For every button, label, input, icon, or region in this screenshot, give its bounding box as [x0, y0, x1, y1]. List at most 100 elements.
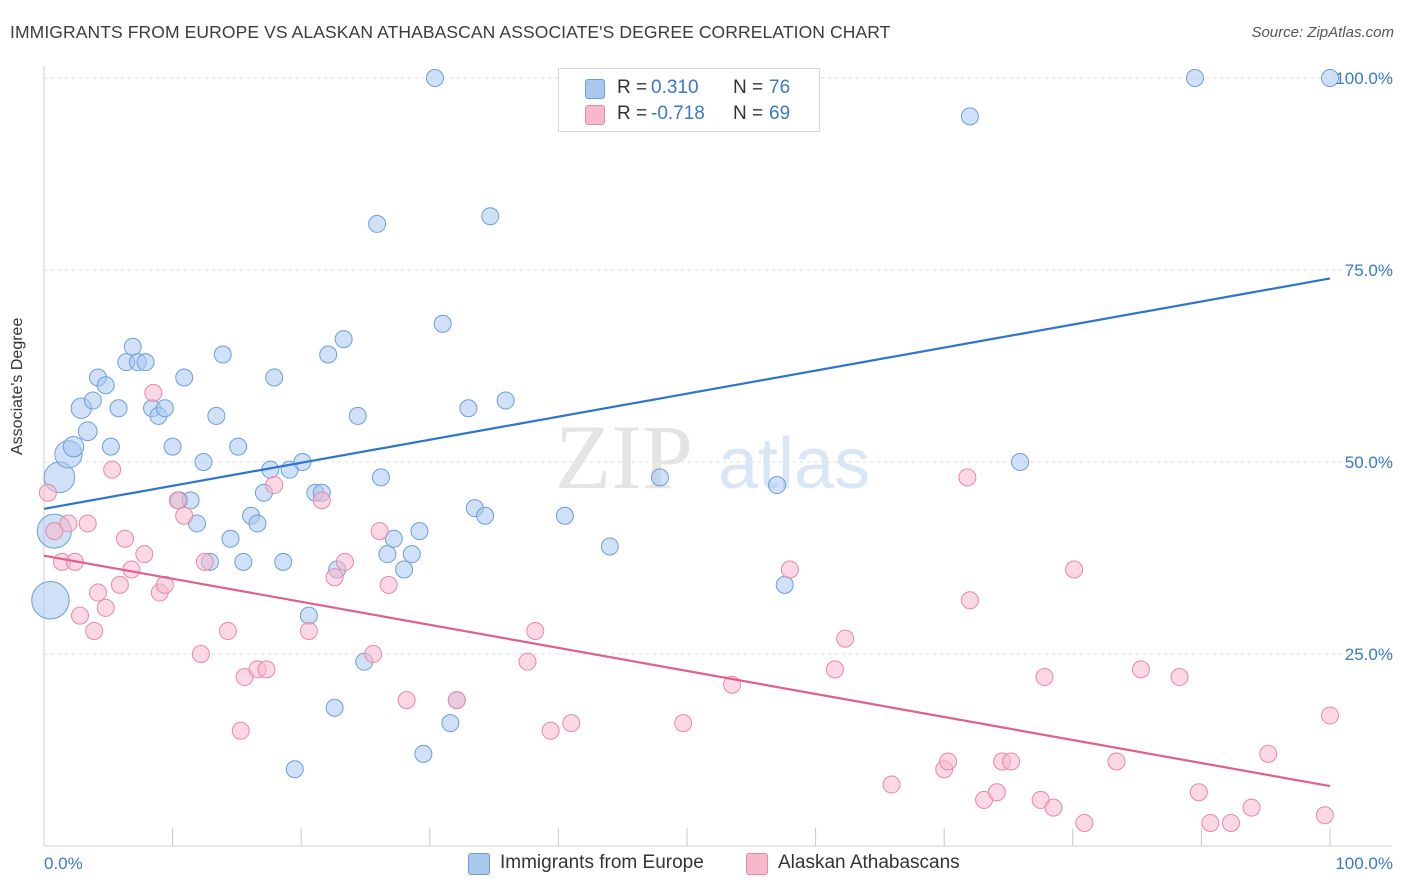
point-europe	[62, 435, 85, 458]
point-athabascan	[1315, 806, 1334, 825]
correlation-legend: R = 0.310 N = 76 R = -0.718 N = 69	[558, 68, 820, 132]
point-europe	[274, 552, 293, 571]
point-athabascan	[1075, 813, 1094, 832]
watermark: ZIP atlas	[555, 406, 870, 508]
point-europe	[348, 406, 367, 425]
point-athabascan	[116, 529, 135, 548]
legend-swatch-europe	[585, 79, 605, 99]
legend-r-value: 0.310	[651, 77, 699, 98]
y-tick-label: 50.0%	[1345, 453, 1393, 472]
point-europe	[77, 421, 98, 442]
point-athabascan	[562, 714, 581, 733]
point-athabascan	[1321, 706, 1339, 725]
trend-line-athabascan	[43, 554, 1331, 788]
point-europe	[334, 330, 353, 349]
point-athabascan	[939, 752, 958, 771]
point-europe	[96, 376, 115, 395]
point-europe	[265, 368, 284, 387]
point-athabascan	[836, 629, 855, 648]
point-athabascan	[38, 483, 57, 502]
series-swatch-europe	[468, 853, 490, 875]
point-europe	[402, 545, 421, 564]
legend-swatch-athabascan	[585, 105, 605, 125]
point-athabascan	[312, 491, 331, 510]
point-europe	[441, 714, 460, 733]
point-athabascan	[447, 691, 466, 710]
point-athabascan	[674, 714, 693, 733]
point-europe	[496, 391, 515, 410]
point-athabascan	[397, 691, 416, 710]
point-europe	[194, 453, 213, 471]
point-europe	[234, 552, 253, 571]
point-athabascan	[299, 621, 318, 640]
point-athabascan	[45, 522, 64, 541]
point-athabascan	[89, 583, 108, 602]
point-athabascan	[1170, 668, 1189, 687]
point-athabascan	[85, 621, 104, 640]
series-label-athabascan: Alaskan Athabascans	[778, 852, 960, 873]
point-europe	[207, 406, 226, 425]
point-athabascan	[1201, 813, 1220, 832]
point-europe	[960, 107, 979, 126]
chart-title: IMMIGRANTS FROM EUROPE VS ALASKAN ATHABA…	[10, 22, 891, 42]
point-europe	[371, 468, 390, 487]
point-europe	[155, 399, 174, 418]
point-athabascan	[168, 491, 187, 510]
point-athabascan	[1035, 668, 1054, 687]
data-points	[31, 69, 1339, 832]
legend-n-label: N =	[733, 103, 764, 124]
point-athabascan	[71, 606, 90, 625]
x-tick-label: 0.0%	[44, 854, 83, 873]
watermark-zip: ZIP	[555, 406, 693, 508]
series-label-europe: Immigrants from Europe	[500, 852, 704, 873]
point-europe	[101, 437, 120, 456]
legend-n-value: 69	[769, 103, 791, 124]
legend-n-label: N =	[733, 77, 764, 98]
point-europe	[123, 337, 142, 356]
trend-line-europe	[43, 277, 1331, 510]
point-europe	[433, 314, 452, 333]
point-europe	[248, 514, 267, 533]
point-europe	[476, 506, 495, 525]
point-athabascan	[370, 522, 389, 541]
point-athabascan	[218, 621, 237, 640]
point-europe	[109, 399, 128, 418]
point-athabascan	[231, 721, 250, 740]
source-credit: Source: ZipAtlas.com	[1251, 24, 1394, 41]
point-europe	[221, 529, 240, 548]
point-athabascan	[335, 552, 354, 571]
legend-n-value: 76	[769, 77, 791, 98]
y-tick-label: 100.0%	[1335, 69, 1393, 88]
point-europe	[395, 560, 414, 579]
point-europe	[368, 214, 387, 233]
point-europe	[768, 476, 787, 495]
point-europe	[378, 545, 397, 564]
point-europe	[299, 606, 318, 625]
y-tick-label: 25.0%	[1345, 645, 1393, 664]
point-athabascan	[325, 568, 344, 587]
point-athabascan	[1044, 798, 1063, 817]
legend-r-label: R =	[617, 103, 648, 124]
point-athabascan	[882, 775, 901, 794]
point-athabascan	[1131, 660, 1150, 679]
point-europe	[384, 529, 403, 548]
point-europe	[1321, 69, 1339, 87]
point-athabascan	[135, 545, 154, 564]
point-europe	[163, 437, 182, 456]
point-europe	[136, 353, 155, 372]
y-tick-label: 75.0%	[1345, 261, 1393, 280]
watermark-atlas: atlas	[718, 424, 870, 504]
point-athabascan	[265, 476, 284, 495]
point-athabascan	[1189, 783, 1208, 802]
point-athabascan	[78, 514, 97, 533]
point-athabascan	[195, 552, 214, 571]
point-athabascan	[1242, 798, 1261, 817]
point-athabascan	[110, 575, 129, 594]
point-europe	[31, 581, 70, 620]
point-athabascan	[780, 560, 799, 579]
point-europe	[459, 399, 478, 418]
point-athabascan	[1221, 813, 1240, 832]
point-athabascan	[1259, 744, 1278, 763]
point-athabascan	[191, 645, 210, 663]
